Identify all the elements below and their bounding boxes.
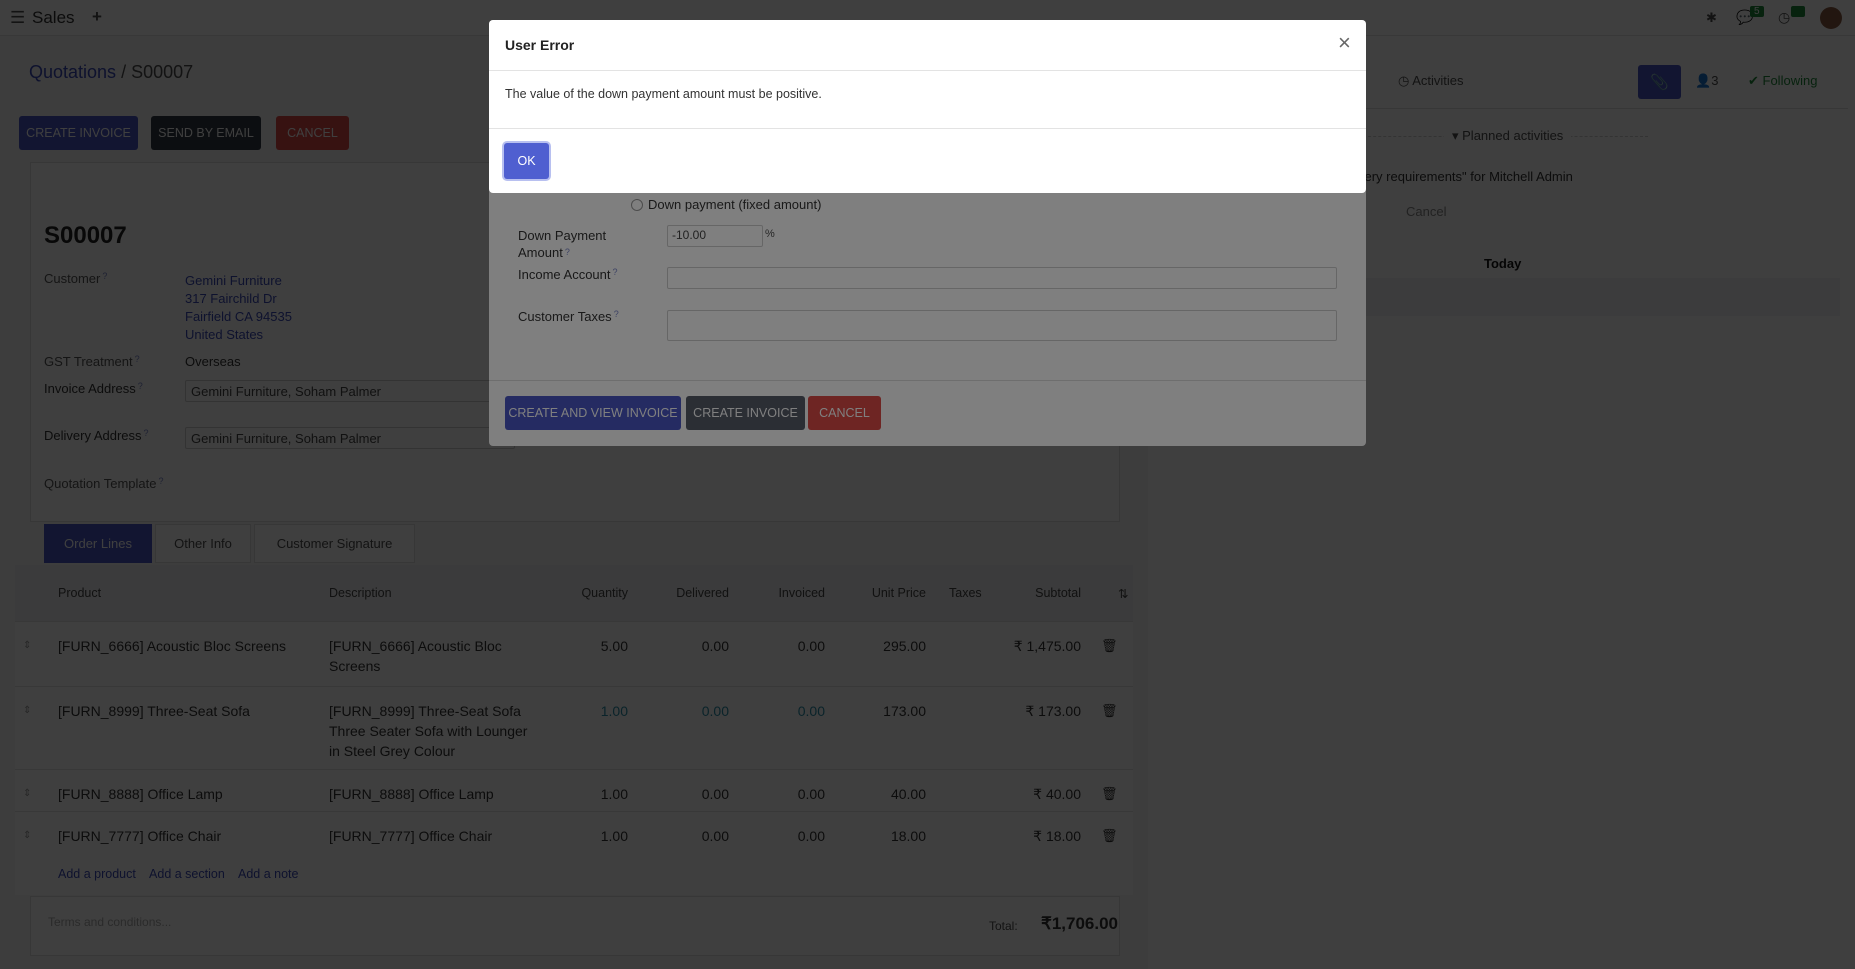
user-error-dialog: User Error × The value of the down payme… — [489, 20, 1366, 193]
header-divider — [489, 70, 1366, 71]
dialog-title: User Error — [505, 37, 575, 53]
close-icon[interactable]: × — [1338, 30, 1351, 55]
footer-divider — [489, 128, 1366, 129]
error-message: The value of the down payment amount mus… — [505, 87, 822, 101]
ok-button[interactable]: OK — [504, 143, 549, 179]
